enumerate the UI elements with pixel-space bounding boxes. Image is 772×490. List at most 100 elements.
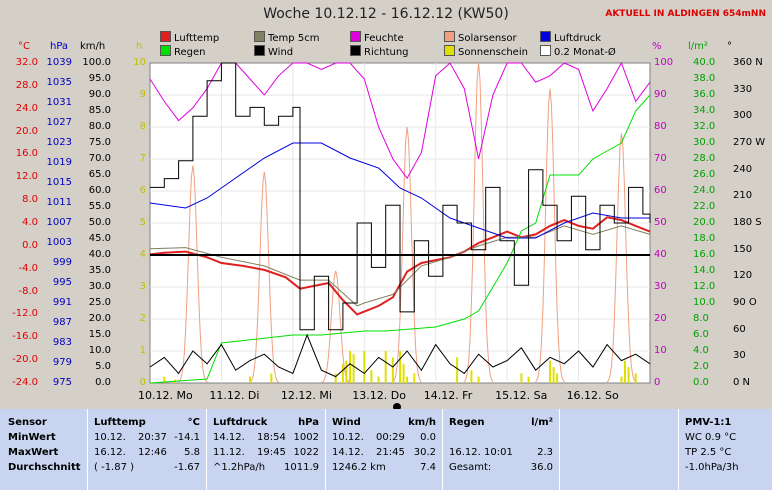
legend-swatch — [254, 45, 265, 56]
lufttemp-avg-value: -1.67 — [174, 462, 200, 473]
luftdruck-column: Luftdruck hPa 14.12. 18:54 1002 11.12. 1… — [206, 409, 325, 490]
regen-total-label: Gesamt: — [449, 462, 492, 473]
row-label-min: MinWert — [8, 432, 56, 443]
pressure-tick: 1027 — [46, 117, 72, 128]
legend-item: Solarsensor — [444, 31, 517, 45]
pressure-tick: 1019 — [46, 157, 72, 168]
legend-swatch — [444, 45, 455, 56]
sunshine-bar — [349, 351, 351, 383]
wind-tick: 75.0 — [88, 137, 111, 148]
wind-axis-unit: km/h — [80, 41, 106, 52]
chart-title: Woche 10.12.12 - 16.12.12 (KW50) — [263, 6, 509, 22]
sun-tick: 1 — [139, 345, 146, 356]
rain-tick: 12.0 — [693, 281, 716, 292]
lufttemp-min-date: 10.12. — [94, 432, 126, 443]
wind-min-date: 10.12. — [332, 432, 364, 443]
sunshine-bar — [627, 367, 630, 383]
pressure-tick: 1031 — [46, 97, 72, 108]
wind-tick: 20.0 — [88, 313, 111, 324]
humidity-tick: 80 — [654, 121, 667, 132]
pmv-header: PMV-1:1 — [685, 417, 732, 428]
pressure-tick: 983 — [52, 337, 72, 348]
legend-label: Feuchte — [364, 33, 404, 44]
solar-curve — [178, 165, 208, 383]
direction-tick: 90 O — [733, 297, 757, 308]
legend-label: Solarsensor — [458, 33, 517, 44]
sun-tick: 10 — [133, 57, 146, 68]
direction-tick: 270 W — [733, 137, 766, 148]
legend-swatch — [444, 31, 455, 42]
sun-tick: 6 — [139, 185, 146, 196]
temp-tick: 32.0 — [15, 57, 38, 68]
spacer-column — [559, 409, 678, 490]
sunshine-bar — [334, 373, 337, 383]
lufttemp-max-value: 5.8 — [184, 447, 200, 458]
x-axis-label: 16.12. So — [566, 389, 619, 402]
luftdruck-max-value: 1022 — [293, 447, 319, 458]
solar-curve — [321, 270, 351, 384]
sunshine-bar — [402, 363, 405, 383]
legend-label: Richtung — [364, 47, 409, 58]
sunshine-bar — [549, 360, 551, 383]
series-line-regen — [149, 94, 651, 384]
solar-curve — [535, 88, 565, 383]
legend-label: Temp 5cm — [268, 33, 320, 44]
solar-curve — [606, 133, 637, 383]
luftdruck-avg-value: 1011.9 — [284, 462, 319, 473]
sunshine-bar — [341, 363, 344, 383]
humidity-tick: 40 — [654, 249, 667, 260]
sun-tick: 3 — [139, 281, 146, 292]
sunshine-bar — [406, 376, 409, 383]
legend-item: Luftdruck — [540, 31, 601, 45]
pressure-tick: 1007 — [46, 217, 72, 228]
temp-tick: 28.0 — [15, 79, 38, 91]
direction-tick: 30 — [733, 350, 746, 362]
luftdruck-max-date: 11.12. — [213, 447, 245, 458]
pmv-pressure-trend: -1.0hPa/3h — [685, 462, 739, 473]
x-axis-label: 14.12. Fr — [423, 389, 473, 402]
wind-avg-value: 7.4 — [420, 462, 436, 473]
legend-label: Lufttemp — [174, 33, 220, 44]
stats-table: Sensor MinWert MaxWert Durchschnitt Luft… — [0, 409, 772, 490]
temp-tick: 16.0 — [15, 148, 38, 160]
series-line-luftdruck — [149, 142, 650, 239]
temp-tick: 12.0 — [15, 171, 38, 183]
humidity-tick: 60 — [654, 185, 667, 196]
regen-total-value: 36.0 — [530, 462, 553, 473]
now-marker-icon — [393, 403, 401, 411]
wind-tick: 35.0 — [88, 265, 111, 276]
sun-tick: 9 — [139, 89, 146, 100]
wind-tick: 15.0 — [88, 329, 111, 340]
sun-tick: 2 — [139, 313, 146, 324]
sunshine-bar — [345, 360, 348, 383]
legend-item: 0.2 Monat-Ø — [540, 45, 616, 59]
legend-label: Regen — [174, 47, 206, 58]
series-line-temp-5cm — [149, 225, 651, 307]
temp-tick: 4.0 — [22, 217, 38, 228]
lufttemp-max-date: 16.12. — [94, 447, 126, 458]
pmv-column: PMV-1:1 WC 0.9 °C TP 2.5 °C -1.0hPa/3h — [678, 409, 772, 490]
direction-tick: 150 — [733, 243, 753, 255]
sunshine-bar — [363, 351, 366, 383]
solar-curve — [392, 126, 422, 383]
rain-tick: 14.0 — [693, 265, 716, 276]
sensor-header: Sensor — [8, 417, 47, 428]
direction-tick: 330 — [733, 83, 753, 95]
pressure-tick: 995 — [52, 277, 72, 288]
pressure-tick: 979 — [52, 357, 72, 368]
humidity-tick: 70 — [654, 153, 667, 164]
lufttemp-header: Lufttemp — [94, 417, 146, 428]
legend-swatch — [254, 31, 265, 42]
sunshine-bar — [624, 360, 626, 383]
temp-tick: -12.0 — [12, 308, 38, 320]
wind-min-time: 00:29 — [376, 432, 405, 443]
luftdruck-unit: hPa — [298, 417, 319, 428]
sunshine-bar — [249, 376, 251, 383]
sunshine-bar — [634, 373, 637, 383]
sunshine-bar — [163, 376, 166, 383]
rain-tick: 4.0 — [693, 345, 709, 356]
wind-tick: 45.0 — [88, 233, 111, 244]
regen-column: Regen l/m² 16.12. 10:01 2.3 Gesamt: 36.0 — [442, 409, 559, 490]
rain-tick: 36.0 — [693, 89, 716, 100]
rain-tick: 10.0 — [693, 297, 716, 308]
